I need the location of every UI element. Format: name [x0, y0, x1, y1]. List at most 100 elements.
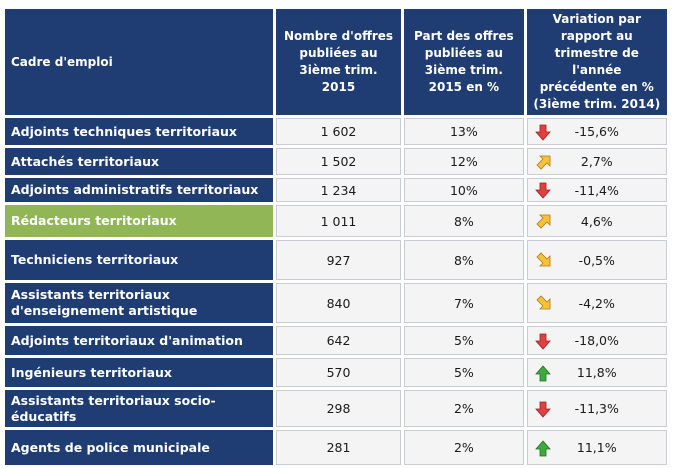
job-name-cell: Ingénieurs territoriaux — [5, 358, 273, 387]
cell-text: 927 — [326, 252, 351, 268]
trend-icon — [534, 124, 551, 141]
cell-text: 2,7% — [580, 154, 613, 169]
value-cell: 13% — [404, 118, 524, 145]
cell-text: 1 502 — [320, 154, 357, 169]
value-cell: 5% — [404, 326, 524, 355]
trend-icon — [534, 333, 551, 350]
value-cell: 1 234 — [275, 178, 402, 202]
table-row: Adjoints territoriaux d'animation 642 5% -1… — [5, 326, 667, 355]
cell-text: -0,5% — [578, 252, 615, 268]
value-cell: 2% — [404, 430, 524, 465]
job-name-cell: Adjoints administratifs territoriaux — [5, 178, 273, 202]
cell-text: 13% — [449, 124, 478, 139]
cell-text: Adjoints territoriaux d'animation — [11, 332, 243, 348]
trend-icon — [534, 182, 551, 199]
value-cell: -11,4% — [526, 178, 667, 202]
job-name-cell: Agents de police municipale — [5, 430, 273, 465]
cell-text: 840 — [326, 295, 351, 311]
cell-text: Rédacteurs territoriaux — [11, 213, 177, 228]
value-cell: 8% — [404, 240, 524, 280]
cell-text: Ingénieurs territoriaux — [11, 364, 172, 380]
cell-text: 642 — [326, 333, 351, 348]
cell-text: 2% — [453, 440, 474, 455]
cell-text: 570 — [326, 365, 351, 380]
cell-text: 5% — [453, 333, 474, 348]
value-cell: 1 502 — [275, 148, 402, 175]
value-cell: 7% — [404, 283, 524, 323]
value-cell: 8% — [404, 205, 524, 237]
table-row: Attachés territoriaux 1 502 12% 2,7% — [5, 148, 667, 175]
cell-text: -15,6% — [574, 124, 619, 139]
cell-text: 1 602 — [320, 124, 357, 139]
table-body: Adjoints techniques territoriaux 1 602 13%… — [5, 118, 667, 465]
cell-text: Adjoints techniques territoriaux — [11, 123, 237, 139]
value-cell: 840 — [275, 283, 402, 323]
trend-icon — [535, 155, 550, 170]
cell-text: -11,4% — [574, 182, 619, 198]
table-row: Assistants territoriaux d'enseignement a… — [5, 283, 667, 323]
value-cell: -18,0% — [526, 326, 667, 355]
value-cell: -11,3% — [526, 390, 667, 427]
cell-text: 8% — [453, 252, 474, 268]
cell-text: 4,6% — [580, 213, 613, 229]
value-cell: 10% — [404, 178, 524, 202]
cell-text: 8% — [453, 213, 474, 229]
cell-text: -11,3% — [574, 401, 619, 416]
cell-text: 11,8% — [576, 365, 617, 380]
cell-text: -18,0% — [574, 333, 619, 348]
table-row: Assistants territoriaux socio-éducatifs 2… — [5, 390, 667, 427]
header-cell: Nombre d'offres publiées au 3ième trim. … — [275, 9, 402, 115]
cell-text: 12% — [449, 154, 478, 169]
cell-text: Adjoints administratifs territoriaux — [11, 182, 259, 197]
trend-icon — [535, 214, 550, 229]
table-row: Techniciens territoriaux 927 8% -0,5% — [5, 240, 667, 280]
cell-text: 2% — [453, 401, 474, 416]
cell-text: 5% — [453, 365, 474, 380]
job-name-cell: Adjoints territoriaux d'animation — [5, 326, 273, 355]
job-name-cell: Assistants territoriaux socio-éducatifs — [5, 390, 273, 427]
table-row: Adjoints administratifs territoriaux 1 23… — [5, 178, 667, 202]
trend-icon — [534, 401, 551, 418]
cell-text: 1 234 — [320, 182, 357, 198]
job-name-cell: Adjoints techniques territoriaux — [5, 118, 273, 145]
cell-text: 281 — [326, 440, 351, 455]
header-cell: Part des offres publiées au 3ième trim. … — [404, 9, 524, 115]
value-cell: 570 — [275, 358, 402, 387]
cell-text: Agents de police municipale — [11, 439, 210, 455]
value-cell: 2% — [404, 390, 524, 427]
trend-icon — [535, 252, 550, 267]
value-cell: -15,6% — [526, 118, 667, 145]
cell-text: 1 011 — [320, 213, 357, 229]
header-cell: Variation par rapport au trimestre de l'… — [526, 9, 667, 115]
value-cell: -4,2% — [526, 283, 667, 323]
value-cell: 4,6% — [526, 205, 667, 237]
value-cell: 5% — [404, 358, 524, 387]
value-cell: 11,1% — [526, 430, 667, 465]
value-cell: 1 602 — [275, 118, 402, 145]
table-row: Adjoints techniques territoriaux 1 602 13%… — [5, 118, 667, 145]
value-cell: -0,5% — [526, 240, 667, 280]
job-name-cell: Techniciens territoriaux — [5, 240, 273, 280]
value-cell: 642 — [275, 326, 402, 355]
table-row: Agents de police municipale 281 2% 11,1% — [5, 430, 667, 465]
value-cell: 298 — [275, 390, 402, 427]
job-name-cell: Rédacteurs territoriaux — [5, 205, 273, 237]
value-cell: 281 — [275, 430, 402, 465]
cell-text: 7% — [453, 295, 474, 311]
table-row: Ingénieurs territoriaux 570 5% 11,8% — [5, 358, 667, 387]
value-cell: 12% — [404, 148, 524, 175]
cell-text: Assistants territoriaux socio-éducatifs — [11, 392, 216, 424]
cell-text: 298 — [326, 401, 351, 416]
table-row: Rédacteurs territoriaux 1 011 8% 4,6% — [5, 205, 667, 237]
header-row: Cadre d'emploi Nombre d'offres publiées … — [5, 9, 667, 115]
cell-text: 11,1% — [576, 440, 617, 455]
header-cell: Cadre d'emploi — [5, 9, 273, 115]
trend-icon — [534, 439, 551, 456]
value-cell: 11,8% — [526, 358, 667, 387]
cell-text: Assistants territoriaux d'enseignement a… — [11, 287, 198, 318]
cell-text: Attachés territoriaux — [11, 153, 160, 169]
trend-icon — [534, 364, 551, 381]
job-name-cell: Assistants territoriaux d'enseignement a… — [5, 283, 273, 323]
value-cell: 927 — [275, 240, 402, 280]
